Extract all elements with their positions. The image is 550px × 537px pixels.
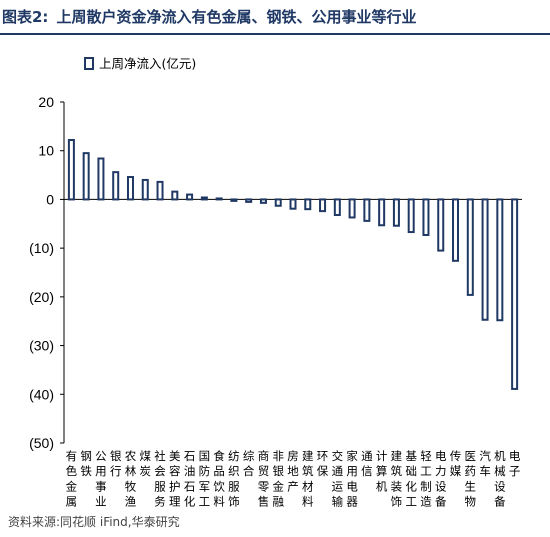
bars (67, 138, 519, 390)
x-tick-label: 有色金属 (66, 449, 78, 509)
bar (452, 198, 460, 262)
x-tick-label: 社会服务 (154, 449, 166, 509)
bar (259, 198, 267, 204)
bar (186, 193, 194, 201)
bar (230, 198, 238, 202)
x-tick-label: 美容护理 (169, 449, 181, 509)
x-tick-label: 纺织服饰 (228, 449, 240, 509)
x-tick-label: 交通运输 (332, 449, 344, 509)
chart-title: 上周散户资金净流入有色金属、钢铁、公用事业等行业 (56, 8, 417, 26)
y-tick-label: 0 (46, 191, 54, 207)
y-tick-label: (20) (29, 289, 54, 305)
x-tick-label: 基础化工 (405, 449, 417, 509)
bar (496, 198, 504, 322)
y-tick-label: (10) (29, 240, 54, 256)
bar (348, 198, 356, 219)
x-tick-label: 建筑装饰 (391, 449, 403, 509)
bar (319, 198, 327, 213)
bar (392, 198, 400, 227)
x-tick-label: 医药生物 (465, 449, 477, 509)
x-tick-label: 计算机 (376, 449, 388, 493)
x-tick-label: 机械设备 (494, 449, 506, 509)
bar (274, 198, 282, 207)
x-tick-label: 汽车 (479, 449, 491, 478)
bar (511, 198, 519, 390)
bar (215, 197, 223, 201)
x-tick-label: 非银金融 (272, 449, 284, 509)
legend: 上周净流入(亿元) (84, 56, 196, 71)
x-tick-label: 环保 (317, 449, 329, 478)
x-tick-label: 农林牧渔 (125, 449, 137, 509)
y-tick-label: 10 (38, 143, 54, 159)
x-tick-label: 国防军工 (199, 449, 211, 509)
legend-swatch (84, 57, 94, 70)
bar (112, 171, 120, 201)
x-tick-label: 公用事业 (95, 449, 107, 509)
bar (466, 198, 474, 296)
legend-label: 上周净流入(亿元) (99, 56, 196, 71)
bar (171, 190, 179, 201)
bar (407, 198, 415, 234)
x-tick-label: 家用电器 (346, 449, 358, 509)
x-tick-label: 传媒 (450, 449, 462, 478)
y-tick-label: (40) (29, 386, 54, 402)
bar (378, 198, 386, 227)
bar (67, 138, 75, 201)
x-tick-label: 房地产 (287, 449, 299, 493)
y-tick-labels: 20 10 0 (10) (20) (30) (40) (50) (29, 94, 54, 451)
x-tick-labels: 有色金属钢铁公用事业银行农林牧渔煤炭社会服务美容护理石油石化国防军工食品饮料纺织… (66, 449, 521, 509)
bar (97, 157, 105, 201)
x-tick-label: 钢铁 (80, 449, 92, 478)
x-tick-label: 轻工制造 (420, 449, 432, 509)
y-tick-label: 20 (38, 94, 54, 110)
bar (437, 198, 445, 252)
bar (422, 198, 430, 236)
bar (82, 152, 90, 201)
bar (141, 178, 149, 201)
x-tick-label: 电子 (509, 449, 521, 478)
bar (481, 198, 489, 321)
x-tick-label: 石油石化 (184, 449, 196, 509)
axes (60, 101, 522, 444)
figure-label: 图表2: (2, 8, 49, 26)
source-note: 资料来源:同花顺 iFind,华泰研究 (8, 515, 180, 529)
x-tick-label: 综合 (243, 449, 255, 478)
x-tick-label: 通信 (361, 449, 373, 478)
bar (304, 198, 312, 211)
x-tick-label: 煤炭 (140, 449, 152, 478)
bar (363, 198, 371, 222)
y-tick-label: (50) (29, 435, 54, 451)
x-tick-label: 银行 (110, 449, 122, 478)
bar (289, 198, 297, 210)
title-divider (0, 33, 550, 35)
bar (333, 198, 341, 217)
x-tick-label: 电力设备 (435, 449, 447, 509)
bar (245, 198, 253, 203)
bar (200, 196, 208, 201)
bar (156, 180, 164, 201)
bar (126, 176, 134, 201)
chart-title-bar: 图表2: 上周散户资金净流入有色金属、钢铁、公用事业等行业 (0, 6, 550, 30)
x-tick-label: 商贸零售 (258, 449, 270, 509)
x-tick-label: 建筑材料 (302, 449, 314, 509)
x-tick-label: 食品饮料 (213, 449, 225, 509)
y-tick-label: (30) (29, 338, 54, 354)
